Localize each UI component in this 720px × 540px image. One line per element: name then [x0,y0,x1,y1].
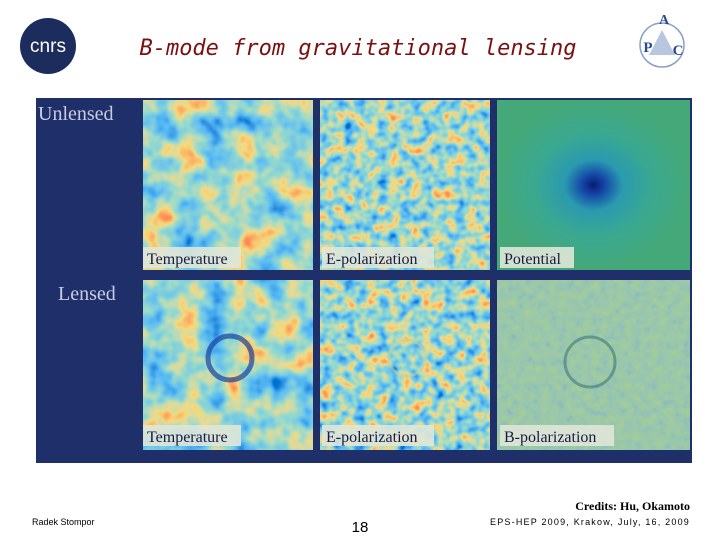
panel-label: E-polarization [326,429,418,446]
map [143,280,313,450]
slide-title: B-mode from gravitational lensing [139,36,576,61]
page-number: 18 [352,519,369,536]
map [497,280,690,450]
map [320,100,490,270]
footer-event: EPS-HEP 2009, Krakow, July, 16, 2009 [490,517,690,527]
logo-letter: P [643,40,652,56]
apc-logo: A P C [639,13,685,68]
figure: Unlensed Lensed Temperature E-polarizati… [36,98,692,463]
panel-label: B-polarization [504,429,596,446]
map [143,100,313,270]
row-label: Unlensed [38,103,114,125]
logo-letter: A [659,13,670,28]
row-label: Lensed [58,283,116,305]
cnrs-logo: cnrs [20,18,76,74]
panel-label: Potential [504,251,561,268]
logo-letter: C [673,43,684,59]
panel-label: E-polarization [326,251,418,268]
credits: Credits: Hu, Okamoto [575,499,690,513]
map [320,280,490,450]
map [497,100,690,270]
logo-text: cnrs [30,36,66,57]
panel-label: Temperature [147,429,228,446]
panel-label: Temperature [147,251,228,268]
footer-author: Radek Stompor [32,517,95,527]
